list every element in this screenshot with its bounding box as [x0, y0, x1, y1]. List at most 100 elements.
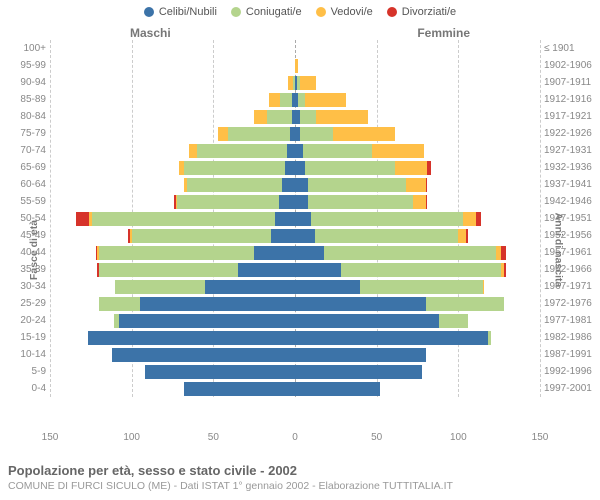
- bar-segment: [315, 229, 459, 243]
- birth-year-label: 1982-1986: [544, 329, 600, 346]
- bar-segment: [189, 144, 197, 158]
- bar-female: [295, 178, 427, 192]
- pyramid-row: 100+≤ 1901: [50, 40, 540, 57]
- pyramid-row: 40-441957-1961: [50, 244, 540, 261]
- bar-male: [88, 331, 295, 345]
- bar-female: [295, 229, 468, 243]
- bar-segment: [112, 348, 295, 362]
- bar-segment: [501, 246, 506, 260]
- bar-segment: [132, 229, 271, 243]
- bar-segment: [295, 365, 422, 379]
- bar-segment: [228, 127, 290, 141]
- bar-segment: [463, 212, 476, 226]
- bar-segment: [311, 212, 463, 226]
- x-tick: 50: [371, 432, 382, 443]
- bar-segment: [267, 110, 292, 124]
- bar-segment: [140, 297, 295, 311]
- bar-female: [295, 195, 427, 209]
- age-label: 75-79: [8, 125, 46, 142]
- birth-year-label: 1907-1911: [544, 74, 600, 91]
- age-label: 35-39: [8, 261, 46, 278]
- age-label: 30-34: [8, 278, 46, 295]
- bar-segment: [184, 161, 285, 175]
- x-tick: 150: [532, 432, 549, 443]
- bar-male: [184, 178, 295, 192]
- bar-segment: [360, 280, 483, 294]
- bar-segment: [271, 229, 296, 243]
- bar-segment: [99, 297, 140, 311]
- birth-year-label: 1972-1976: [544, 295, 600, 312]
- x-tick: 100: [123, 432, 140, 443]
- bar-female: [295, 331, 491, 345]
- bar-female: [295, 280, 484, 294]
- age-label: 25-29: [8, 295, 46, 312]
- bar-female: [295, 382, 380, 396]
- bar-segment: [295, 246, 324, 260]
- legend-swatch: [316, 7, 326, 17]
- bar-male: [76, 212, 295, 226]
- pyramid-row: 30-341967-1971: [50, 278, 540, 295]
- bar-segment: [295, 195, 308, 209]
- bar-male: [128, 229, 295, 243]
- birth-year-label: 1987-1991: [544, 346, 600, 363]
- chart-subtitle: COMUNE DI FURCI SICULO (ME) - Dati ISTAT…: [8, 480, 592, 492]
- legend-label: Celibi/Nubili: [159, 6, 217, 18]
- bar-segment: [305, 93, 346, 107]
- bar-female: [295, 161, 431, 175]
- label-maschi: Maschi: [130, 26, 171, 40]
- birth-year-label: 1942-1946: [544, 193, 600, 210]
- bar-male: [184, 382, 295, 396]
- bar-female: [295, 76, 316, 90]
- bar-segment: [483, 280, 485, 294]
- pyramid-row: 10-141987-1991: [50, 346, 540, 363]
- birth-year-label: 1937-1941: [544, 176, 600, 193]
- birth-year-label: 1932-1936: [544, 159, 600, 176]
- pyramid-chart: 100+≤ 190195-991902-190690-941907-191185…: [50, 40, 540, 397]
- age-label: 20-24: [8, 312, 46, 329]
- bar-female: [295, 348, 426, 362]
- x-tick: 50: [208, 432, 219, 443]
- chart-title: Popolazione per età, sesso e stato civil…: [8, 463, 592, 478]
- bar-segment: [295, 348, 426, 362]
- bar-segment: [295, 144, 303, 158]
- bar-segment: [305, 161, 395, 175]
- pyramid-row: 65-691932-1936: [50, 159, 540, 176]
- bar-segment: [254, 110, 267, 124]
- bar-segment: [439, 314, 468, 328]
- birth-year-label: 1957-1961: [544, 244, 600, 261]
- bar-segment: [218, 127, 228, 141]
- legend-label: Vedovi/e: [331, 6, 373, 18]
- pyramid-row: 5-91992-1996: [50, 363, 540, 380]
- bar-segment: [238, 263, 295, 277]
- bar-segment: [205, 280, 295, 294]
- pyramid-row: 35-391962-1966: [50, 261, 540, 278]
- birth-year-label: 1997-2001: [544, 380, 600, 397]
- gridline: [540, 40, 541, 397]
- bar-segment: [275, 212, 295, 226]
- legend-label: Divorziati/e: [402, 6, 456, 18]
- bar-segment: [287, 144, 295, 158]
- bar-segment: [197, 144, 287, 158]
- bar-segment: [458, 229, 466, 243]
- bar-female: [295, 246, 506, 260]
- bar-segment: [295, 178, 308, 192]
- birth-year-label: 1947-1951: [544, 210, 600, 227]
- bar-segment: [476, 212, 481, 226]
- age-label: 65-69: [8, 159, 46, 176]
- bar-segment: [372, 144, 424, 158]
- bar-segment: [115, 280, 205, 294]
- x-tick: 100: [450, 432, 467, 443]
- bar-segment: [488, 331, 491, 345]
- pyramid-row: 95-991902-1906: [50, 57, 540, 74]
- age-label: 10-14: [8, 346, 46, 363]
- bar-segment: [316, 110, 368, 124]
- legend-label: Coniugati/e: [246, 6, 302, 18]
- bar-male: [99, 297, 295, 311]
- bar-segment: [295, 59, 298, 73]
- bar-female: [295, 144, 424, 158]
- bar-segment: [395, 161, 428, 175]
- bar-segment: [308, 178, 406, 192]
- bar-segment: [99, 246, 254, 260]
- birth-year-label: 1912-1916: [544, 91, 600, 108]
- pyramid-row: 15-191982-1986: [50, 329, 540, 346]
